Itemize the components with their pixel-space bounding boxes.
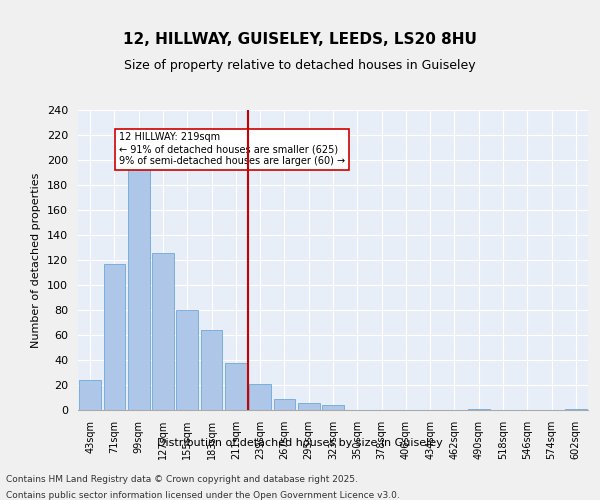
Bar (104, 264, 125, 410)
Bar (128, 161, 149, 410)
Bar (225, 362, 247, 410)
Text: Size of property relative to detached houses in Guiseley: Size of property relative to detached ho… (124, 58, 476, 71)
Bar (298, 402, 320, 410)
Bar (249, 384, 271, 410)
Bar (152, 252, 174, 410)
Text: Distribution of detached houses by size in Guiseley: Distribution of detached houses by size … (157, 438, 443, 448)
Bar (274, 399, 295, 410)
Text: 12, HILLWAY, GUISELEY, LEEDS, LS20 8HU: 12, HILLWAY, GUISELEY, LEEDS, LS20 8HU (123, 32, 477, 48)
Text: Contains HM Land Registry data © Crown copyright and database right 2025.: Contains HM Land Registry data © Crown c… (6, 476, 358, 484)
Bar (176, 310, 198, 410)
Bar (322, 405, 344, 410)
Bar (468, 409, 490, 410)
Bar (200, 330, 223, 410)
Text: Contains public sector information licensed under the Open Government Licence v3: Contains public sector information licen… (6, 490, 400, 500)
Y-axis label: Number of detached properties: Number of detached properties (31, 172, 41, 348)
Bar (79, 380, 101, 410)
Bar (565, 409, 587, 410)
Text: 12 HILLWAY: 219sqm
← 91% of detached houses are smaller (625)
9% of semi-detache: 12 HILLWAY: 219sqm ← 91% of detached hou… (119, 132, 346, 166)
